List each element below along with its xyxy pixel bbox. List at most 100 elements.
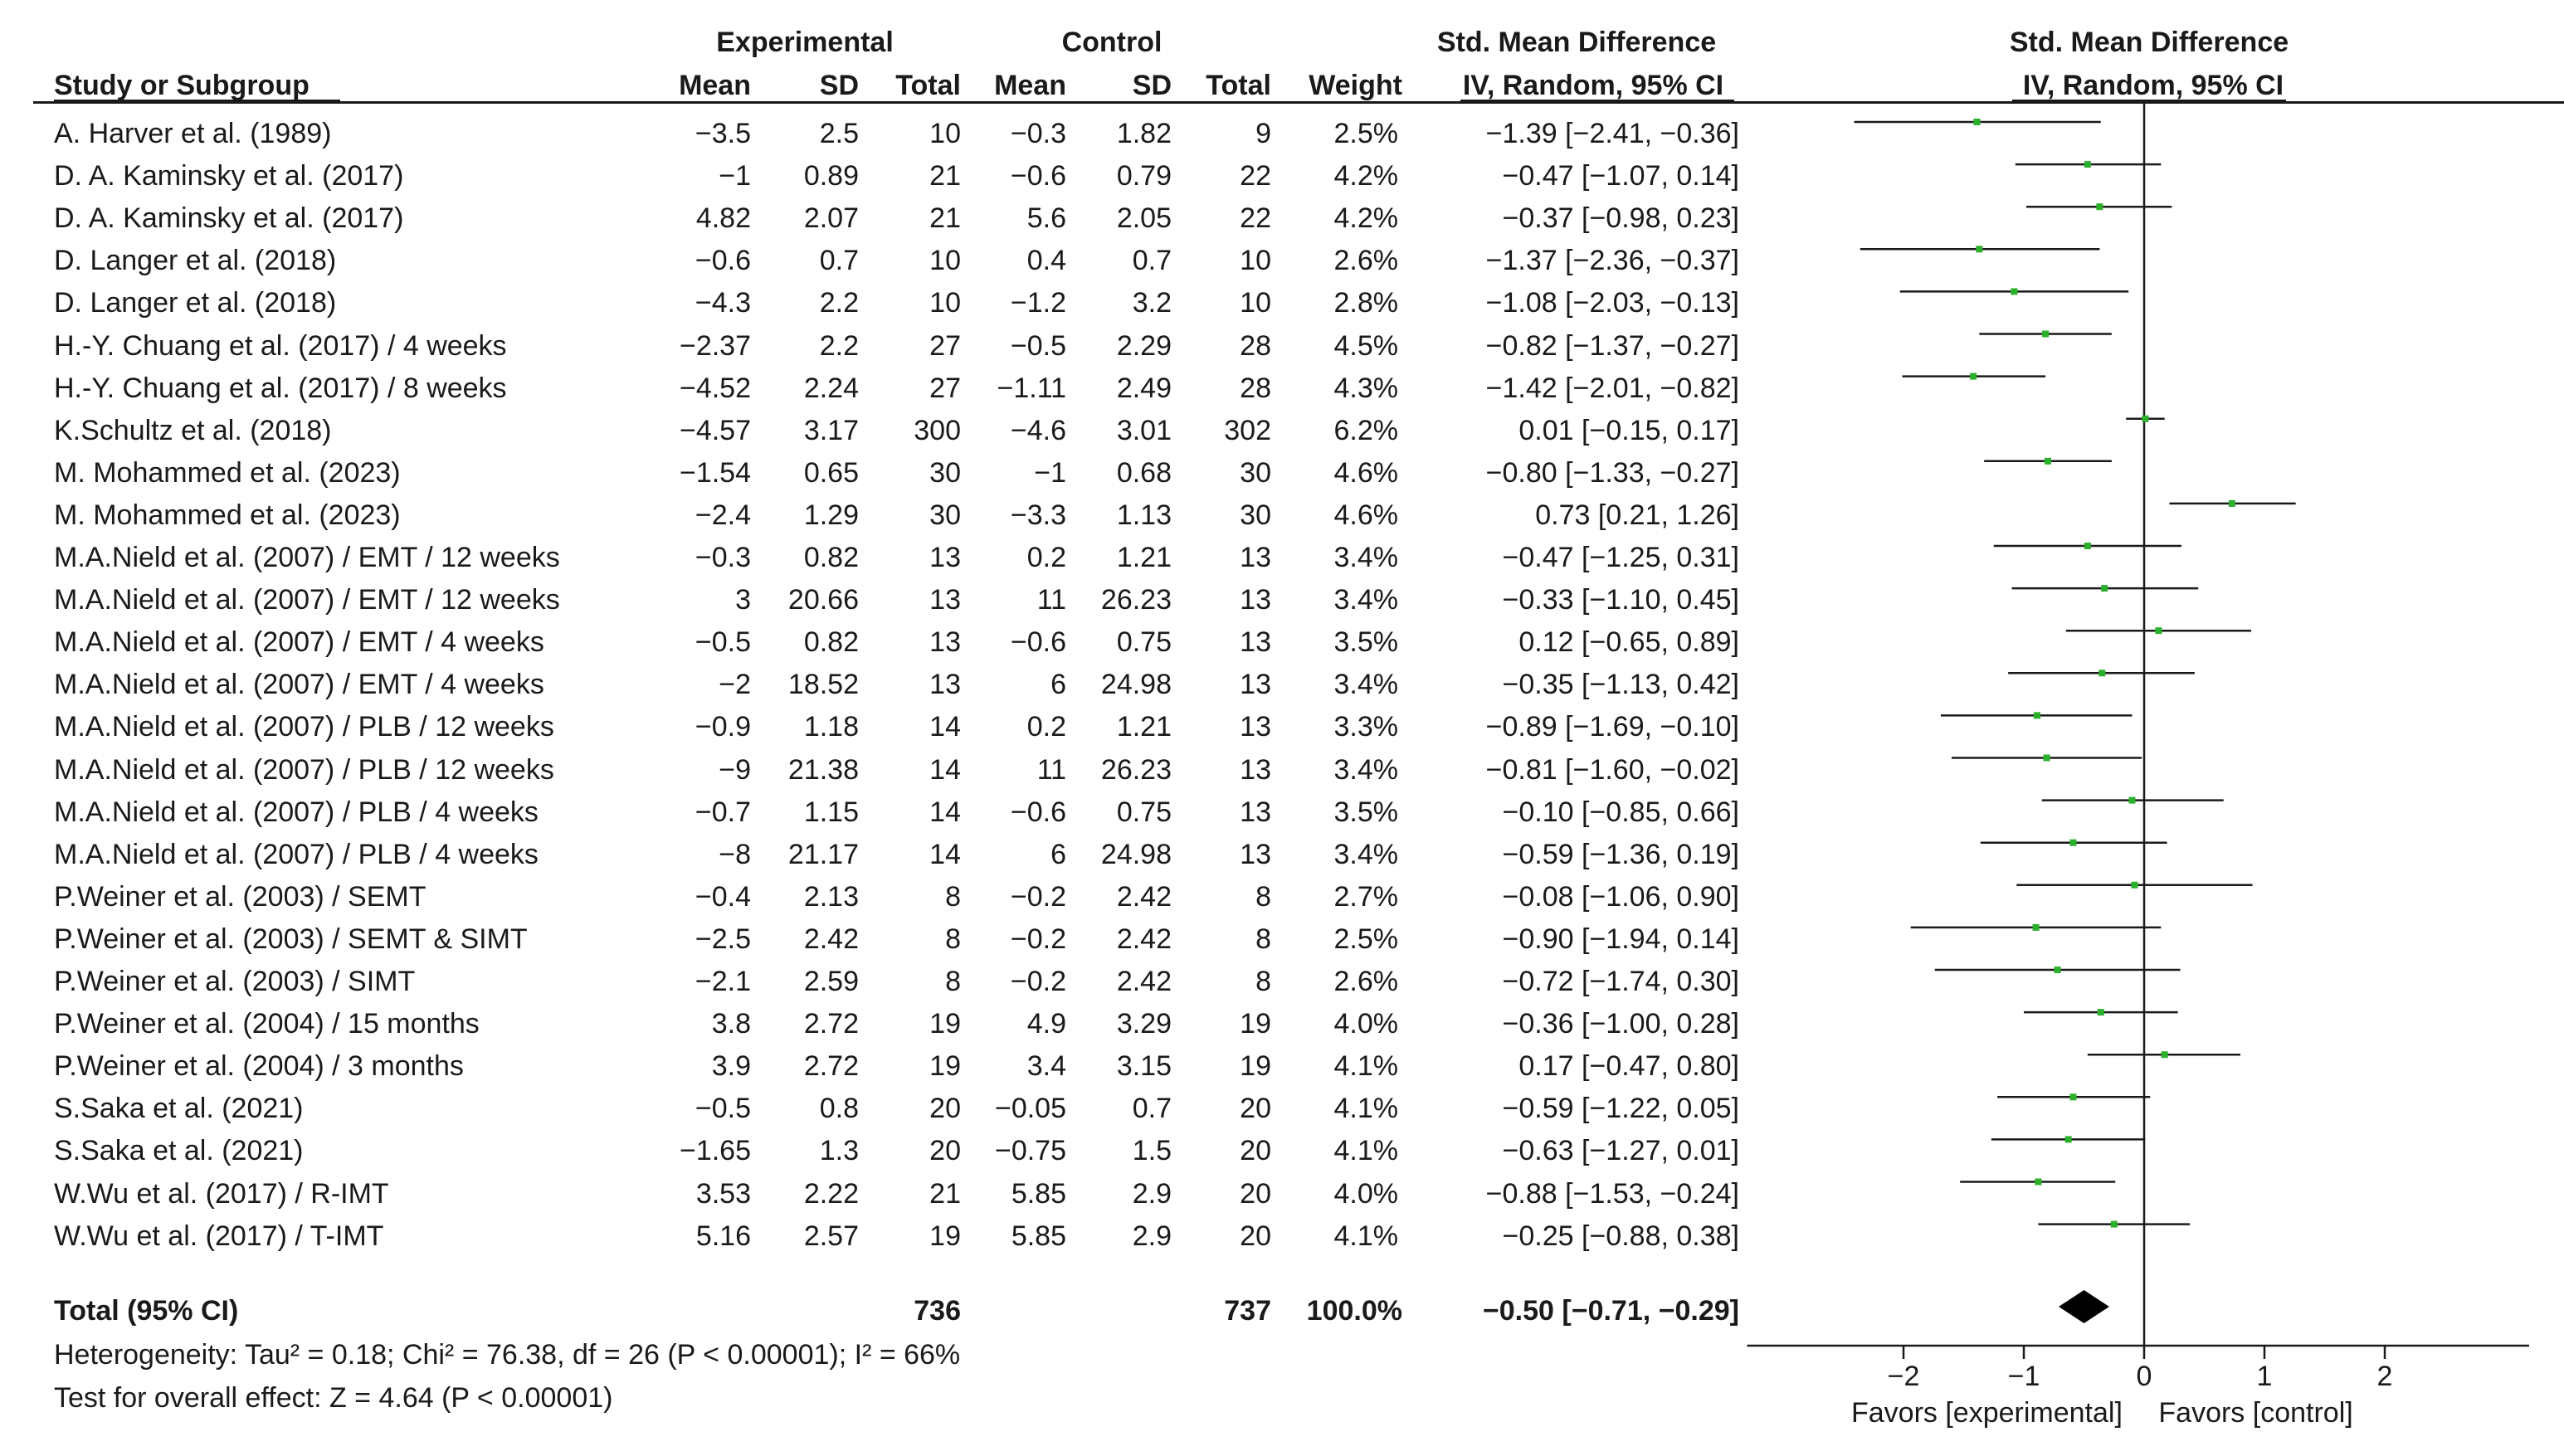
point-estimate bbox=[2097, 1009, 2104, 1016]
total-experimental: 19 bbox=[929, 1050, 961, 1083]
weight: 2.8% bbox=[1333, 287, 1399, 319]
mean-experimental: 4.82 bbox=[695, 202, 751, 235]
header-smd-table: Std. Mean Difference bbox=[1436, 27, 1717, 58]
total-control: 20 bbox=[1240, 1093, 1271, 1125]
smd-ci: −1.08 [−2.03, −0.13] bbox=[1485, 287, 1739, 319]
mean-control: 0.2 bbox=[1026, 711, 1066, 743]
mean-experimental: 3.53 bbox=[695, 1177, 751, 1210]
sd-experimental: 2.2 bbox=[819, 287, 859, 319]
sd-experimental: 0.82 bbox=[803, 542, 859, 573]
smd-ci: −0.59 [−1.22, 0.05] bbox=[1502, 1093, 1739, 1125]
mean-experimental: −0.6 bbox=[695, 245, 751, 277]
study-name: M.A.Nield et al. (2007) / PLB / 4 weeks bbox=[54, 838, 539, 870]
total-experimental: 20 bbox=[929, 1135, 961, 1167]
weight: 4.6% bbox=[1333, 456, 1399, 489]
header-smd-plot: Std. Mean Difference bbox=[2009, 27, 2289, 58]
mean-control: 5.85 bbox=[1011, 1177, 1066, 1210]
mean-experimental: −0.7 bbox=[695, 796, 751, 828]
sd-control: 3.01 bbox=[1116, 414, 1172, 446]
smd-ci: −0.10 [−0.85, 0.66] bbox=[1502, 796, 1739, 828]
mean-control: 11 bbox=[1036, 584, 1066, 616]
study-name: P.Weiner et al. (2003) / SIMT bbox=[54, 966, 416, 997]
sd-control: 24.98 bbox=[1100, 669, 1172, 701]
mean-experimental: −0.9 bbox=[695, 711, 751, 743]
total-control: 13 bbox=[1240, 626, 1271, 659]
weight: 4.1% bbox=[1333, 1135, 1399, 1167]
point-estimate bbox=[1970, 373, 1977, 380]
mean-control: −1.2 bbox=[1010, 287, 1066, 319]
mean-control: −0.3 bbox=[1010, 118, 1066, 149]
sd-control: 1.21 bbox=[1116, 711, 1172, 743]
sd-experimental: 2.2 bbox=[819, 329, 859, 362]
total-experimental: 20 bbox=[929, 1093, 961, 1125]
sd-control: 1.13 bbox=[1116, 499, 1172, 531]
study-name: M.A.Nield et al. (2007) / EMT / 4 weeks bbox=[54, 626, 544, 659]
smd-ci: −0.72 [−1.74, 0.30] bbox=[1502, 966, 1739, 997]
weight: 2.7% bbox=[1333, 880, 1399, 913]
mean-experimental: 3.8 bbox=[711, 1008, 751, 1040]
total-experimental: 13 bbox=[929, 584, 961, 616]
sd-control: 26.23 bbox=[1100, 584, 1172, 616]
header-ci-plot-underline bbox=[2012, 100, 2286, 102]
sd-control: 1.5 bbox=[1132, 1135, 1172, 1167]
weight: 2.5% bbox=[1333, 118, 1399, 149]
study-name: K.Schultz et al. (2018) bbox=[54, 414, 332, 446]
total-control: 8 bbox=[1255, 880, 1271, 913]
weight: 4.6% bbox=[1333, 499, 1399, 531]
sd-experimental: 2.59 bbox=[803, 966, 859, 997]
mean-control: −1.11 bbox=[997, 372, 1066, 404]
point-estimate bbox=[1976, 246, 1983, 253]
sd-control: 2.9 bbox=[1132, 1220, 1172, 1252]
smd-ci: −0.33 [−1.10, 0.45] bbox=[1502, 584, 1739, 616]
mean-control: −0.2 bbox=[1010, 966, 1066, 997]
weight: 4.1% bbox=[1333, 1093, 1399, 1125]
point-estimate bbox=[2155, 627, 2162, 635]
weight: 3.4% bbox=[1333, 584, 1399, 616]
mean-experimental: −3.5 bbox=[695, 118, 751, 149]
study-name: S.Saka et al. (2021) bbox=[54, 1135, 304, 1167]
weight: 4.5% bbox=[1333, 329, 1399, 362]
study-name: M.A.Nield et al. (2007) / EMT / 4 weeks bbox=[54, 669, 544, 701]
weight: 2.6% bbox=[1333, 966, 1399, 997]
total-experimental: 8 bbox=[945, 966, 961, 997]
sd-experimental: 1.29 bbox=[803, 499, 859, 531]
total-experimental: 30 bbox=[929, 456, 961, 489]
smd-ci: 0.01 [−0.15, 0.17] bbox=[1518, 414, 1739, 446]
total-control-n: 737 bbox=[1224, 1295, 1271, 1327]
point-estimate bbox=[2069, 839, 2077, 846]
study-name: M. Mohammed et al. (2023) bbox=[54, 499, 401, 531]
total-experimental: 30 bbox=[929, 499, 961, 531]
smd-ci: −0.90 [−1.94, 0.14] bbox=[1502, 923, 1739, 955]
smd-ci: −0.63 [−1.27, 0.01] bbox=[1502, 1135, 1739, 1167]
total-control: 9 bbox=[1255, 118, 1271, 149]
study-name: M. Mohammed et al. (2023) bbox=[54, 456, 401, 489]
mean-experimental: 5.16 bbox=[695, 1220, 751, 1252]
mean-experimental: −2 bbox=[719, 669, 751, 701]
header-mean-control: Mean bbox=[994, 70, 1066, 101]
sd-experimental: 0.65 bbox=[803, 456, 859, 489]
point-estimate bbox=[2035, 1178, 2042, 1186]
total-control: 13 bbox=[1240, 542, 1271, 573]
sd-experimental: 20.66 bbox=[787, 584, 859, 616]
sd-control: 0.75 bbox=[1116, 796, 1172, 828]
study-name: D. Langer et al. (2018) bbox=[54, 287, 337, 319]
point-estimate bbox=[2096, 203, 2103, 211]
point-estimate bbox=[2084, 543, 2091, 549]
total-experimental: 14 bbox=[929, 838, 961, 870]
overall-diamond bbox=[2059, 1290, 2109, 1323]
mean-control: 5.6 bbox=[1026, 202, 1066, 235]
mean-control: 6 bbox=[1050, 838, 1066, 870]
total-control: 10 bbox=[1240, 287, 1271, 319]
weight: 3.4% bbox=[1333, 753, 1399, 786]
total-experimental: 19 bbox=[929, 1220, 961, 1252]
study-name: M.A.Nield et al. (2007) / EMT / 12 weeks bbox=[54, 542, 560, 573]
total-experimental: 21 bbox=[929, 202, 961, 235]
mean-control: 11 bbox=[1036, 753, 1066, 786]
sd-experimental: 18.52 bbox=[787, 669, 859, 701]
smd-ci: −0.47 [−1.07, 0.14] bbox=[1502, 160, 1739, 192]
study-name: M.A.Nield et al. (2007) / PLB / 12 weeks bbox=[54, 711, 554, 743]
smd-ci: −0.88 [−1.53, −0.24] bbox=[1485, 1177, 1739, 1210]
mean-experimental: −1.54 bbox=[679, 456, 751, 489]
study-name: P.Weiner et al. (2004) / 3 months bbox=[54, 1050, 464, 1083]
weight: 3.4% bbox=[1333, 542, 1399, 573]
